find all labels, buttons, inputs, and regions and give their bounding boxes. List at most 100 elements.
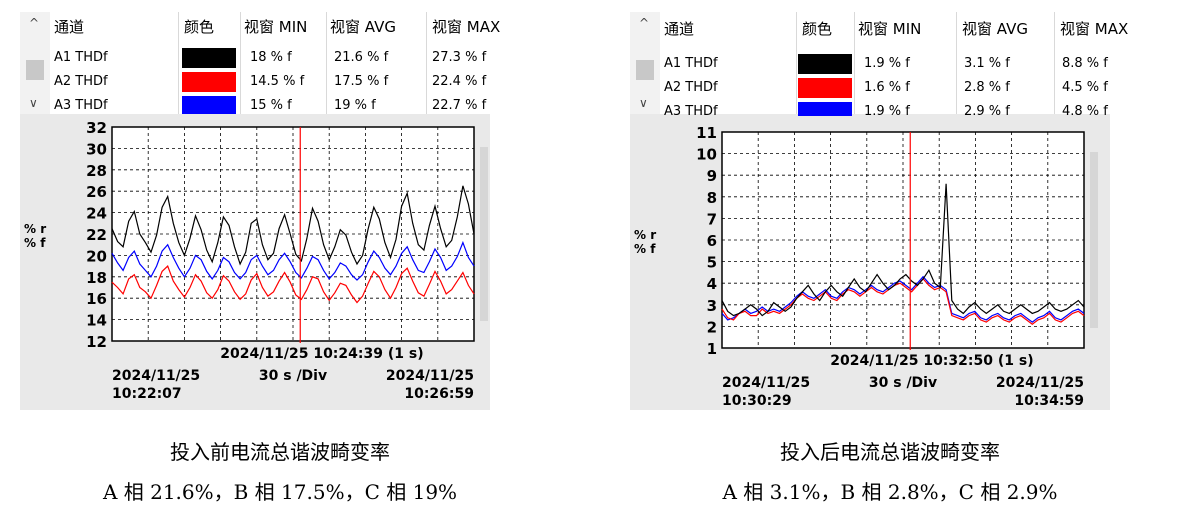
row-avg: 2.9 % f [964, 104, 1010, 119]
row-min: 15 % f [250, 98, 292, 113]
start-time-label: 10:22:07 [112, 386, 182, 402]
y-tick-label: 22 [86, 226, 107, 244]
table-scrollbar[interactable]: ^ ∨ [20, 12, 50, 114]
vertical-scrollbar [1090, 152, 1098, 328]
row-channel[interactable]: A3 THDf [54, 98, 108, 113]
row-max: 22.4 % f [432, 74, 487, 89]
y-tick-label: 16 [86, 290, 107, 308]
header-min[interactable]: 视窗 MIN [858, 20, 922, 38]
y-tick-label: 7 [707, 210, 717, 228]
scroll-thumb[interactable] [26, 60, 44, 80]
header-channel[interactable]: 通道 [664, 20, 695, 38]
row-min: 1.6 % f [864, 80, 910, 95]
color-swatch[interactable] [798, 78, 852, 98]
row-channel[interactable]: A1 THDf [664, 56, 718, 71]
end-date-label: 2024/11/25 [996, 375, 1084, 391]
thd-chart-before: 12 14 16 18 20 22 24 26 28 30 32 2024/11/25 10:24:3… [86, 120, 488, 402]
y-tick-label: 3 [707, 297, 717, 315]
scroll-up-icon[interactable]: ^ [639, 16, 650, 30]
color-swatch[interactable] [798, 54, 852, 74]
row-max: 4.8 % f [1062, 104, 1108, 119]
thd-chart-after: 1 2 3 4 5 6 7 8 9 10 11 2024/11/25 10:32:50 (1 s) 20… [696, 124, 1098, 409]
row-min: 14.5 % f [250, 74, 305, 89]
y-tick-label: 32 [86, 120, 107, 137]
y-tick-label: 14 [86, 312, 107, 330]
scroll-up-icon[interactable]: ^ [29, 16, 40, 30]
header-avg[interactable]: 视窗 AVG [962, 20, 1028, 38]
chart-panel-before: ^ ∨ 通道 颜色 视窗 MIN 视窗 AVG 视窗 MAX A1 THDf 1… [20, 12, 500, 410]
y-tick-label: 8 [707, 189, 717, 207]
color-swatch[interactable] [182, 48, 236, 68]
cursor-time-label: 2024/11/25 10:24:39 (1 s) [220, 346, 423, 362]
y-tick-label: 12 [86, 333, 107, 351]
row-max: 8.8 % f [1062, 56, 1108, 71]
y-tick-label: 2 [707, 318, 717, 336]
y-tick-label: 28 [86, 162, 107, 180]
row-channel[interactable]: A2 THDf [664, 80, 718, 95]
table-scrollbar[interactable]: ^ ∨ [630, 12, 660, 114]
caption-values-after: A 相 3.1%，B 相 2.8%，C 相 2.9% [722, 480, 1058, 504]
cursor-time-label: 2024/11/25 10:32:50 (1 s) [830, 353, 1033, 369]
series-line [111, 265, 475, 304]
color-swatch[interactable] [182, 96, 236, 114]
channel-table: 通道 颜色 视窗 MIN 视窗 AVG 视窗 MAX A1 THDf 1.9 %… [660, 12, 1128, 119]
start-time-label: 10:30:29 [722, 393, 792, 409]
y-tick-label: 9 [707, 167, 717, 185]
row-avg: 21.6 % f [334, 50, 389, 65]
y-tick-label: 24 [86, 205, 107, 223]
row-max: 4.5 % f [1062, 80, 1108, 95]
row-min: 1.9 % f [864, 56, 910, 71]
y-axis-label: % r % f [634, 228, 657, 256]
y-tick-label: 11 [696, 124, 717, 142]
y-axis-label: % r % f [24, 222, 47, 250]
div-label: 30 s /Div [259, 368, 327, 384]
series-line [721, 277, 1085, 325]
y-tick-label: 4 [707, 275, 717, 293]
chart-panel-after: ^ ∨ 通道 颜色 视窗 MIN 视窗 AVG 视窗 MAX A1 THDf 1… [630, 12, 1128, 410]
scroll-thumb[interactable] [636, 60, 654, 80]
header-max[interactable]: 视窗 MAX [1060, 20, 1129, 38]
caption-title-before: 投入前电流总谐波畸变率 [170, 440, 390, 464]
row-channel[interactable]: A1 THDf [54, 50, 108, 65]
row-avg: 17.5 % f [334, 74, 389, 89]
row-channel[interactable]: A2 THDf [54, 74, 108, 89]
row-min: 1.9 % f [864, 104, 910, 119]
row-avg: 19 % f [334, 98, 376, 113]
end-date-label: 2024/11/25 [386, 368, 474, 384]
series-line [111, 240, 475, 281]
caption-values-before: A 相 21.6%，B 相 17.5%，C 相 19% [102, 480, 458, 504]
end-time-label: 10:26:59 [404, 386, 474, 402]
y-tick-label: 18 [86, 269, 107, 287]
y-tick-label: 20 [86, 247, 107, 265]
header-channel[interactable]: 通道 [54, 18, 85, 36]
color-swatch[interactable] [182, 72, 236, 92]
header-max[interactable]: 视窗 MAX [432, 18, 501, 36]
y-tick-label: 26 [86, 183, 107, 201]
end-time-label: 10:34:59 [1014, 393, 1084, 409]
header-color[interactable]: 颜色 [802, 20, 833, 38]
y-tick-label: 30 [86, 140, 107, 158]
div-label: 30 s /Div [869, 375, 937, 391]
color-swatch[interactable] [798, 102, 852, 116]
series-line [721, 183, 1085, 317]
row-max: 22.7 % f [432, 98, 487, 113]
start-date-label: 2024/11/25 [112, 368, 200, 384]
scroll-down-icon[interactable]: ∨ [639, 96, 648, 110]
header-min[interactable]: 视窗 MIN [244, 18, 308, 36]
caption-title-after: 投入后电流总谐波畸变率 [780, 440, 1000, 464]
channel-table: 通道 颜色 视窗 MIN 视窗 AVG 视窗 MAX A1 THDf 18 % … [50, 12, 500, 114]
y-tick-label: 6 [707, 232, 717, 250]
header-color[interactable]: 颜色 [184, 18, 215, 36]
start-date-label: 2024/11/25 [722, 375, 810, 391]
y-tick-label: 10 [696, 146, 717, 164]
row-max: 27.3 % f [432, 50, 487, 65]
row-channel[interactable]: A3 THDf [664, 104, 718, 119]
row-avg: 3.1 % f [964, 56, 1010, 71]
vertical-scrollbar [480, 147, 488, 321]
scroll-down-icon[interactable]: ∨ [29, 96, 38, 110]
row-min: 18 % f [250, 50, 292, 65]
header-avg[interactable]: 视窗 AVG [330, 18, 396, 36]
y-tick-label: 1 [707, 340, 717, 358]
series-line [111, 185, 475, 266]
row-avg: 2.8 % f [964, 80, 1010, 95]
